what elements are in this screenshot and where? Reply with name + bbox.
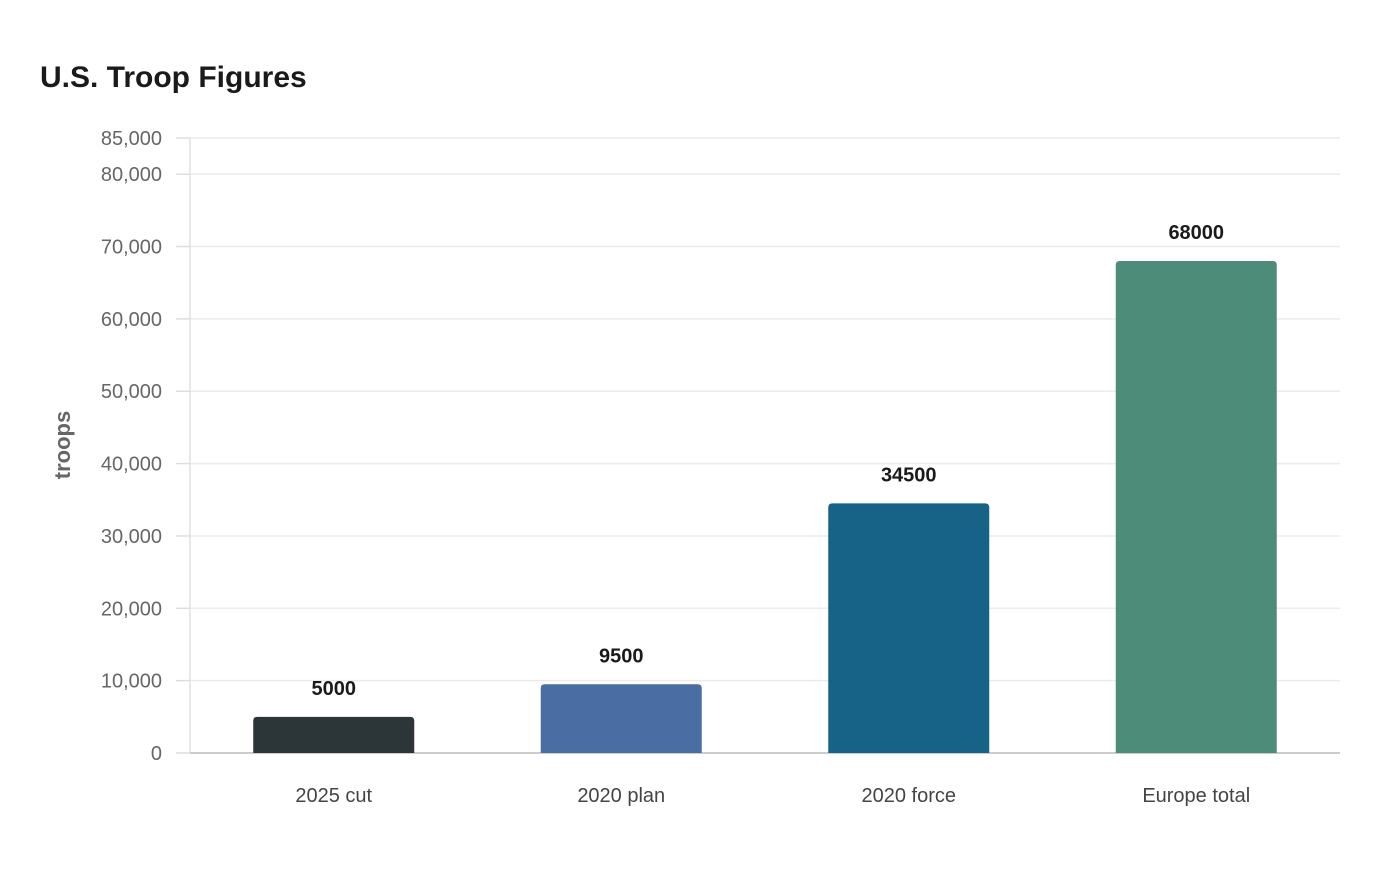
y-tick-label: 70,000 <box>101 237 162 259</box>
bar <box>1115 261 1277 753</box>
bar-value-label: 68000 <box>1168 222 1224 244</box>
y-axis-title: troops <box>50 411 75 479</box>
y-tick-label: 0 <box>151 743 162 765</box>
y-tick-label: 30,000 <box>101 526 162 548</box>
x-category-label: 2020 force <box>861 785 956 807</box>
bar <box>540 684 702 753</box>
bars <box>253 261 1277 753</box>
y-tick-labels: 0 10,000 20,000 30,000 40,000 50,000 60,000 70,… <box>101 128 162 765</box>
y-tick-label: 85,000 <box>101 128 162 150</box>
bar-value-label: 9500 <box>599 645 644 667</box>
x-category-label: 2025 cut <box>295 785 372 807</box>
y-tick-label: 40,000 <box>101 454 162 476</box>
y-tick-label: 50,000 <box>101 381 162 403</box>
x-category-labels: 2025 cut 2020 plan 2020 force Europe total <box>295 785 1250 807</box>
gridlines <box>190 137 1340 682</box>
y-tick-label: 60,000 <box>101 309 162 331</box>
bar-value-label: 34500 <box>881 464 937 486</box>
bar-value-label: 5000 <box>312 678 357 700</box>
y-tick-label: 80,000 <box>101 164 162 186</box>
y-tick-label: 10,000 <box>101 671 162 693</box>
chart-title: U.S. Troop Figures <box>40 61 307 94</box>
bar <box>828 503 990 753</box>
value-labels: 5000 9500 34500 68000 <box>312 222 1225 700</box>
x-category-label: Europe total <box>1142 785 1250 807</box>
bar <box>253 716 415 753</box>
y-tick-label: 20,000 <box>101 598 162 620</box>
x-category-label: 2020 plan <box>577 785 665 807</box>
